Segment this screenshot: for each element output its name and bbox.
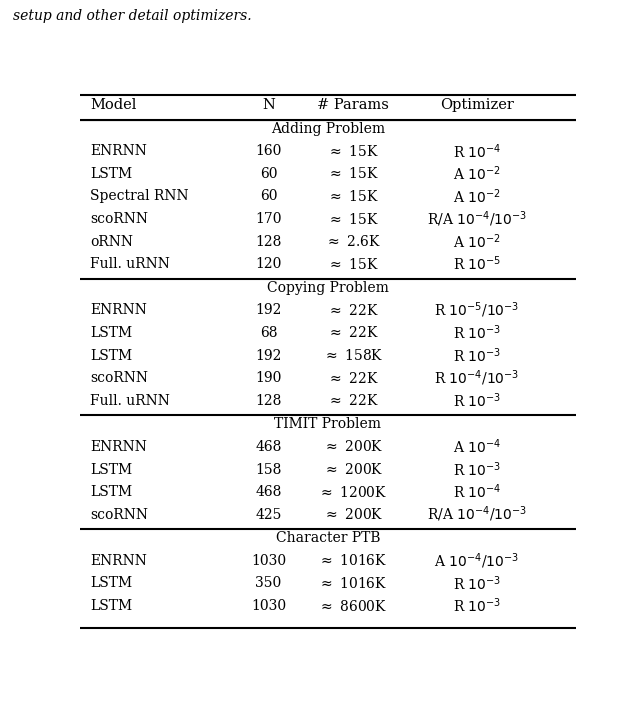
Text: 160: 160 bbox=[255, 144, 282, 158]
Text: ENRNN: ENRNN bbox=[90, 303, 147, 317]
Text: oRNN: oRNN bbox=[90, 235, 133, 249]
Text: LSTM: LSTM bbox=[90, 348, 132, 363]
Text: R $10^{-3}$: R $10^{-3}$ bbox=[452, 574, 501, 593]
Text: scoRNN: scoRNN bbox=[90, 371, 148, 385]
Text: $\approx$ 1016K: $\approx$ 1016K bbox=[318, 553, 387, 568]
Text: Optimizer: Optimizer bbox=[440, 98, 514, 112]
Text: $\approx$ 200K: $\approx$ 200K bbox=[323, 507, 383, 522]
Text: LSTM: LSTM bbox=[90, 485, 132, 499]
Text: $\approx$ 22K: $\approx$ 22K bbox=[327, 325, 379, 340]
Text: $\approx$ 1200K: $\approx$ 1200K bbox=[318, 485, 387, 500]
Text: Character PTB: Character PTB bbox=[276, 531, 380, 546]
Text: 68: 68 bbox=[260, 326, 277, 340]
Text: N: N bbox=[262, 98, 275, 112]
Text: R $10^{-3}$: R $10^{-3}$ bbox=[452, 597, 501, 616]
Text: A $10^{-2}$: A $10^{-2}$ bbox=[453, 187, 500, 206]
Text: # Params: # Params bbox=[317, 98, 388, 112]
Text: R/A $10^{-4}$/$10^{-3}$: R/A $10^{-4}$/$10^{-3}$ bbox=[427, 505, 527, 524]
Text: $\approx$ 15K: $\approx$ 15K bbox=[327, 212, 379, 227]
Text: 192: 192 bbox=[255, 303, 282, 317]
Text: ENRNN: ENRNN bbox=[90, 144, 147, 158]
Text: A $10^{-4}$/$10^{-3}$: A $10^{-4}$/$10^{-3}$ bbox=[435, 551, 519, 571]
Text: A $10^{-2}$: A $10^{-2}$ bbox=[453, 232, 500, 251]
Text: ENRNN: ENRNN bbox=[90, 440, 147, 454]
Text: A $10^{-4}$: A $10^{-4}$ bbox=[452, 438, 501, 456]
Text: $\approx$ 200K: $\approx$ 200K bbox=[323, 440, 383, 455]
Text: Full. uRNN: Full. uRNN bbox=[90, 394, 170, 408]
Text: R $10^{-3}$: R $10^{-3}$ bbox=[452, 391, 501, 410]
Text: 468: 468 bbox=[255, 440, 282, 454]
Text: R $10^{-4}$/$10^{-3}$: R $10^{-4}$/$10^{-3}$ bbox=[434, 368, 520, 388]
Text: 128: 128 bbox=[255, 235, 282, 249]
Text: Spectral RNN: Spectral RNN bbox=[90, 189, 189, 204]
Text: 60: 60 bbox=[260, 189, 277, 204]
Text: setup and other detail optimizers.: setup and other detail optimizers. bbox=[13, 9, 252, 23]
Text: 350: 350 bbox=[255, 576, 282, 591]
Text: R $10^{-3}$: R $10^{-3}$ bbox=[452, 346, 501, 365]
Text: scoRNN: scoRNN bbox=[90, 212, 148, 226]
Text: 1030: 1030 bbox=[251, 554, 286, 568]
Text: 128: 128 bbox=[255, 394, 282, 408]
Text: scoRNN: scoRNN bbox=[90, 508, 148, 522]
Text: 170: 170 bbox=[255, 212, 282, 226]
Text: A $10^{-2}$: A $10^{-2}$ bbox=[453, 164, 500, 183]
Text: 1030: 1030 bbox=[251, 599, 286, 613]
Text: $\approx$ 2.6K: $\approx$ 2.6K bbox=[324, 234, 381, 249]
Text: $\approx$ 200K: $\approx$ 200K bbox=[323, 462, 383, 477]
Text: $\approx$ 8600K: $\approx$ 8600K bbox=[318, 598, 387, 613]
Text: 468: 468 bbox=[255, 485, 282, 499]
Text: $\approx$ 158K: $\approx$ 158K bbox=[323, 348, 383, 363]
Text: LSTM: LSTM bbox=[90, 599, 132, 613]
Text: 158: 158 bbox=[255, 463, 282, 476]
Text: R $10^{-4}$: R $10^{-4}$ bbox=[452, 483, 501, 501]
Text: 60: 60 bbox=[260, 167, 277, 181]
Text: 192: 192 bbox=[255, 348, 282, 363]
Text: R $10^{-5}$: R $10^{-5}$ bbox=[452, 255, 501, 273]
Text: $\approx$ 22K: $\approx$ 22K bbox=[327, 303, 379, 318]
Text: R/A $10^{-4}$/$10^{-3}$: R/A $10^{-4}$/$10^{-3}$ bbox=[427, 209, 527, 229]
Text: LSTM: LSTM bbox=[90, 576, 132, 591]
Text: R $10^{-3}$: R $10^{-3}$ bbox=[452, 460, 501, 479]
Text: 425: 425 bbox=[255, 508, 282, 522]
Text: Copying Problem: Copying Problem bbox=[267, 281, 389, 295]
Text: $\approx$ 15K: $\approx$ 15K bbox=[327, 257, 379, 272]
Text: ENRNN: ENRNN bbox=[90, 554, 147, 568]
Text: LSTM: LSTM bbox=[90, 463, 132, 476]
Text: $\approx$ 15K: $\approx$ 15K bbox=[327, 189, 379, 204]
Text: R $10^{-5}$/$10^{-3}$: R $10^{-5}$/$10^{-3}$ bbox=[434, 300, 520, 320]
Text: $\approx$ 22K: $\approx$ 22K bbox=[327, 370, 379, 385]
Text: 120: 120 bbox=[255, 257, 282, 271]
Text: R $10^{-3}$: R $10^{-3}$ bbox=[452, 324, 501, 342]
Text: $\approx$ 15K: $\approx$ 15K bbox=[327, 144, 379, 159]
Text: Model: Model bbox=[90, 98, 136, 112]
Text: R $10^{-4}$: R $10^{-4}$ bbox=[452, 142, 501, 161]
Text: $\approx$ 15K: $\approx$ 15K bbox=[327, 167, 379, 182]
Text: LSTM: LSTM bbox=[90, 167, 132, 181]
Text: 190: 190 bbox=[255, 371, 282, 385]
Text: LSTM: LSTM bbox=[90, 326, 132, 340]
Text: Full. uRNN: Full. uRNN bbox=[90, 257, 170, 271]
Text: $\approx$ 1016K: $\approx$ 1016K bbox=[318, 576, 387, 591]
Text: $\approx$ 22K: $\approx$ 22K bbox=[327, 393, 379, 408]
Text: TIMIT Problem: TIMIT Problem bbox=[275, 418, 381, 431]
Text: Adding Problem: Adding Problem bbox=[271, 122, 385, 136]
